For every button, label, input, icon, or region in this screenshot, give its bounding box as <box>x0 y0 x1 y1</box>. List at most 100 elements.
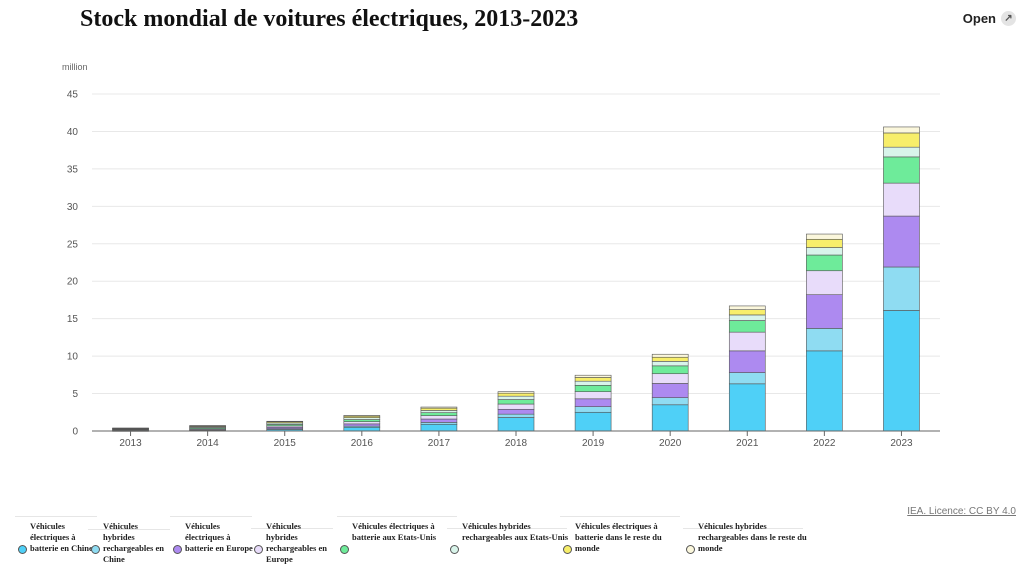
y-tick-label: 0 <box>72 427 78 438</box>
x-tick-label: 2020 <box>659 438 682 449</box>
y-tick-label: 40 <box>67 127 79 138</box>
bar-segment <box>497 403 535 410</box>
bar-segment <box>497 395 535 400</box>
legend-label: Véhicules électriques à batterie en Euro… <box>185 521 253 553</box>
bar-segment <box>497 399 535 405</box>
x-tick-label: 2017 <box>428 438 451 449</box>
x-tick-label: 2016 <box>351 438 374 449</box>
bar-segment <box>806 350 843 432</box>
legend-item[interactable]: Véhicules électriques à batterie en Chin… <box>15 516 97 570</box>
bar-segment <box>806 233 843 240</box>
bar-segment <box>883 215 920 268</box>
bar-segment <box>497 392 535 397</box>
chart-title: Stock mondial de voitures électriques, 2… <box>80 6 579 32</box>
bar-segment <box>651 383 689 398</box>
legend-marker <box>563 545 572 554</box>
bar-segment <box>806 254 843 272</box>
bar-segment <box>651 361 689 367</box>
bar-segment <box>574 385 612 392</box>
bar-segment <box>883 126 920 134</box>
bar-segment <box>189 425 226 427</box>
bar-segment <box>343 419 381 422</box>
bar-segment <box>883 146 920 158</box>
x-tick-label: 2023 <box>890 438 913 449</box>
open-label: Open <box>962 11 996 26</box>
bar-segment <box>112 427 149 429</box>
bar-segment <box>420 423 458 432</box>
bar-segment <box>574 391 612 400</box>
legend-divider <box>15 516 97 517</box>
stacked-bar-chart: million 0 5 10 15 20 25 30 35 40 45 2013 2014 2015 201… <box>62 62 940 449</box>
legend-divider <box>337 516 457 517</box>
legend-marker <box>450 545 459 554</box>
bar-segment <box>883 310 920 432</box>
legend-label: Véhicules électriques à batterie en Chin… <box>30 521 93 553</box>
legend-item[interactable]: Véhicules électriques à batterie dans le… <box>560 516 680 570</box>
legend-item[interactable]: Véhicules hybrides rechargeables aux Eta… <box>447 516 568 570</box>
bar-segment <box>883 132 920 148</box>
legend-marker <box>18 545 27 554</box>
bar-segment <box>497 417 535 432</box>
source-licence-link[interactable]: IEA. Licence: CC BY 4.0 <box>907 506 1016 517</box>
x-tick-label: 2015 <box>274 438 297 449</box>
bar-segment <box>728 350 766 373</box>
bar-segment <box>883 182 920 217</box>
open-button[interactable]: Open ↗ <box>963 11 1016 26</box>
legend-item[interactable]: Véhicules hybrides rechargeables dans le… <box>683 516 807 570</box>
legend-divider <box>251 528 333 529</box>
y-tick-label: 30 <box>67 202 79 213</box>
legend-item[interactable]: Véhicules électriques à batterie en Euro… <box>170 516 253 570</box>
legend-label: Véhicules électriques à batterie aux Eta… <box>352 521 437 542</box>
bar-segment <box>728 309 766 316</box>
bar-segment <box>574 406 612 413</box>
legend-item[interactable]: Véhicules électriques à batterie aux Eta… <box>337 516 457 570</box>
expand-icon: ↗ <box>1001 11 1016 26</box>
bar-segment <box>343 415 381 417</box>
bar-segment <box>651 404 689 432</box>
legend-divider <box>170 516 252 517</box>
bar-segment <box>420 415 458 420</box>
chart-legend: Véhicules électriques à batterie en Chin… <box>0 516 1024 570</box>
bar-segment <box>497 408 535 415</box>
x-tick-label: 2019 <box>582 438 605 449</box>
bar-segment <box>728 331 766 352</box>
bar-segment <box>728 305 766 310</box>
bar-segment <box>574 374 612 378</box>
legend-marker <box>254 545 263 554</box>
bar-segment <box>651 365 689 375</box>
bar-segment <box>420 418 458 423</box>
bar-segment <box>651 353 689 358</box>
y-tick-label: 10 <box>67 352 79 363</box>
bar-segment <box>266 420 304 423</box>
bar-segment <box>883 156 920 184</box>
bar-segment <box>728 314 766 321</box>
legend-item[interactable]: Véhicules hybrides rechargeables en Chin… <box>88 516 170 570</box>
bar-segment <box>497 413 535 418</box>
legend-marker <box>91 545 100 554</box>
x-tick-label: 2021 <box>736 438 759 449</box>
bar-segment <box>420 412 458 416</box>
legend-marker <box>686 545 695 554</box>
legend-divider <box>88 529 170 530</box>
legend-label: Véhicules électriques à batterie dans le… <box>575 521 662 553</box>
bar-segment <box>651 356 689 362</box>
bar-segment <box>728 383 766 432</box>
bar-segment <box>651 373 689 384</box>
bar-segment <box>806 247 843 256</box>
legend-label: Véhicules hybrides rechargeables en Chin… <box>103 521 164 564</box>
y-tick-label: 15 <box>67 314 79 325</box>
bar-segment <box>806 328 843 352</box>
bar-segment <box>420 406 458 409</box>
bar-segment <box>497 391 535 394</box>
bar-segment <box>728 320 766 333</box>
y-tick-label: 25 <box>67 239 79 250</box>
bar-segment <box>574 398 612 407</box>
y-tick-label: 20 <box>67 277 79 288</box>
legend-label: Véhicules hybrides rechargeables dans le… <box>698 521 807 553</box>
legend-item[interactable]: Véhicules hybrides rechargeables en Euro… <box>251 516 333 570</box>
x-tick-label: 2018 <box>505 438 528 449</box>
bar-segment <box>343 426 381 432</box>
bar-segment <box>651 397 689 406</box>
bar-segment <box>343 423 381 427</box>
bar-segment <box>806 294 843 329</box>
